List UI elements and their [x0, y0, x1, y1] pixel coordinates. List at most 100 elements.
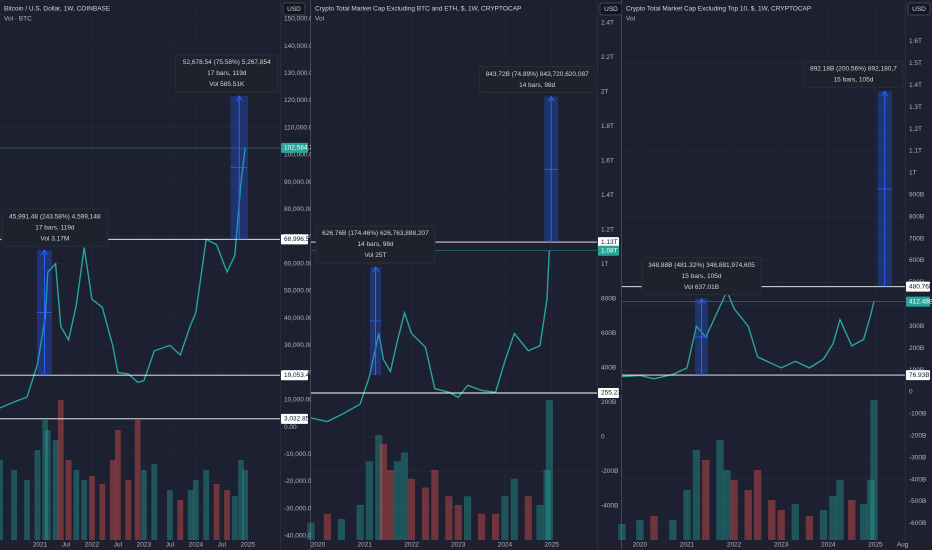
y-tick-label: -600B	[909, 520, 926, 527]
y-tick-label: 30,000.00	[284, 342, 313, 349]
measure-text: 17 bars, 119d	[207, 70, 247, 77]
x-tick-label: 2022	[85, 542, 100, 549]
volume-bar	[115, 430, 121, 540]
y-tick-label: 1.3T	[909, 104, 922, 111]
level-label: 1.08T	[601, 247, 618, 254]
y-tick-label: 60,000.00	[284, 261, 313, 268]
measure-text: Vol 637.01B	[684, 284, 719, 291]
volume-bar	[501, 496, 509, 540]
x-tick-label: 2023	[774, 542, 789, 549]
y-tick-label: -100B	[909, 411, 926, 418]
chart-title: Crypto Total Market Cap Excluding Top 10…	[626, 6, 811, 13]
y-tick-label: -40,000.00	[284, 533, 315, 540]
volume-bar	[73, 470, 80, 540]
level-label: 76.93B	[909, 372, 930, 379]
measure-arrowhead	[881, 90, 889, 97]
x-tick-label: 2025	[868, 542, 883, 549]
y-tick-label: 1.5T	[909, 60, 922, 67]
volume-bar	[307, 522, 315, 540]
measure-text: 14 bars, 98d	[357, 241, 394, 248]
x-tick-label: Jul	[218, 542, 227, 549]
volume-bar	[702, 460, 710, 540]
volume-bar	[375, 435, 383, 540]
y-tick-label: -400B	[601, 503, 618, 510]
y-tick-label: 0	[909, 389, 913, 396]
volume-bar	[730, 480, 738, 540]
currency-button-bg[interactable]	[907, 2, 931, 16]
volume-bar	[477, 513, 486, 540]
measure-box	[478, 66, 596, 94]
volume-bar	[177, 500, 184, 540]
chart-title: Crypto Total Market Cap Excluding BTC an…	[315, 6, 521, 13]
level-label-bg	[281, 142, 308, 153]
volume-bar	[744, 490, 752, 540]
measure-text: 348.88B (481.32%) 348,881,974,605	[648, 262, 755, 269]
volume-bar	[187, 490, 194, 540]
currency-button[interactable]: USD	[912, 6, 926, 13]
chart-panel: 2.4T 2.2T 2T 1.8T 1.6T 1.4T 1.2T 1T 800B 600B 400B…	[307, 0, 625, 550]
volume-bar	[109, 460, 116, 540]
volume-bar	[421, 487, 430, 540]
volume-bar	[393, 461, 402, 540]
volume-bar	[463, 496, 472, 540]
currency-button[interactable]: USD	[604, 6, 618, 13]
level-label: 1.13T	[601, 239, 618, 246]
volume-bar	[431, 470, 439, 540]
volume-bar	[650, 516, 658, 540]
level-label: 255.23B	[601, 390, 625, 397]
x-tick-label: 2020	[311, 542, 326, 549]
volume-bar	[192, 480, 199, 540]
x-tick-label: Aug	[897, 542, 909, 549]
level-label-bg	[598, 245, 619, 256]
measure-box	[1, 208, 109, 247]
currency-button-bg[interactable]	[282, 2, 306, 16]
volume-bar	[242, 470, 249, 540]
volume-bar	[34, 450, 41, 540]
measure-text: 45,991.48 (243.58%) 4,599,148	[9, 213, 101, 220]
volume-bar	[536, 505, 544, 540]
level-label: 3,032.85	[284, 416, 310, 423]
x-tick-label: 2024	[498, 542, 513, 549]
x-tick-label: 2024	[821, 542, 836, 549]
volume-bar	[134, 420, 141, 540]
y-tick-label: -400B	[909, 476, 926, 483]
volume-bar	[819, 510, 828, 540]
x-tick-label: 2025	[241, 542, 256, 549]
level-label-bg	[281, 234, 308, 245]
volume-bar	[323, 513, 331, 540]
measure-text: 14 bars, 98d	[519, 82, 556, 89]
volume-bar	[81, 480, 88, 540]
measure-text: Vol 585.51K	[209, 81, 245, 88]
level-label-bg	[598, 387, 619, 398]
y-tick-label: 150,000.00	[284, 16, 317, 23]
level-label-bg	[906, 296, 930, 307]
y-tick-label: 400B	[601, 365, 616, 372]
x-tick-label: 2021	[33, 542, 48, 549]
x-tick-label: 2025	[544, 542, 559, 549]
chart-panel: 1.6T 1.5T 1.4T 1.3T 1.2T 1.1T 1T 900B 800B 700B 60…	[618, 0, 932, 550]
measure-box	[803, 60, 904, 88]
volume-bar	[231, 496, 238, 540]
volume-bar	[543, 470, 551, 540]
volume-bar	[805, 516, 814, 540]
level-label: 19,053.41	[284, 372, 313, 379]
measure-text: 843.72B (74.89%) 843,720,620,087	[486, 71, 589, 78]
y-tick-label: 2.2T	[601, 54, 614, 61]
y-tick-label: 700B	[909, 235, 924, 242]
volume-bar	[791, 504, 799, 540]
y-tick-label: 80,000.00	[284, 206, 313, 213]
level-label: 412.48B	[909, 298, 932, 305]
x-tick-label: 2021	[358, 542, 373, 549]
volume-bar	[224, 490, 230, 540]
level-label-bg	[598, 237, 619, 248]
currency-button[interactable]: USD	[287, 6, 301, 13]
volume-bar	[213, 484, 220, 540]
x-tick-label: 2023	[137, 542, 152, 549]
y-tick-label: 1.4T	[601, 192, 614, 199]
y-tick-label: 0	[601, 434, 605, 441]
price-line	[310, 250, 550, 423]
volume-bar	[140, 470, 147, 540]
y-tick-label: 120,000.00	[284, 97, 317, 104]
chart-panel: 150,000.00 140,000.00 130,000.00 120,000.00…	[0, 0, 317, 550]
volume-bar	[445, 496, 453, 540]
